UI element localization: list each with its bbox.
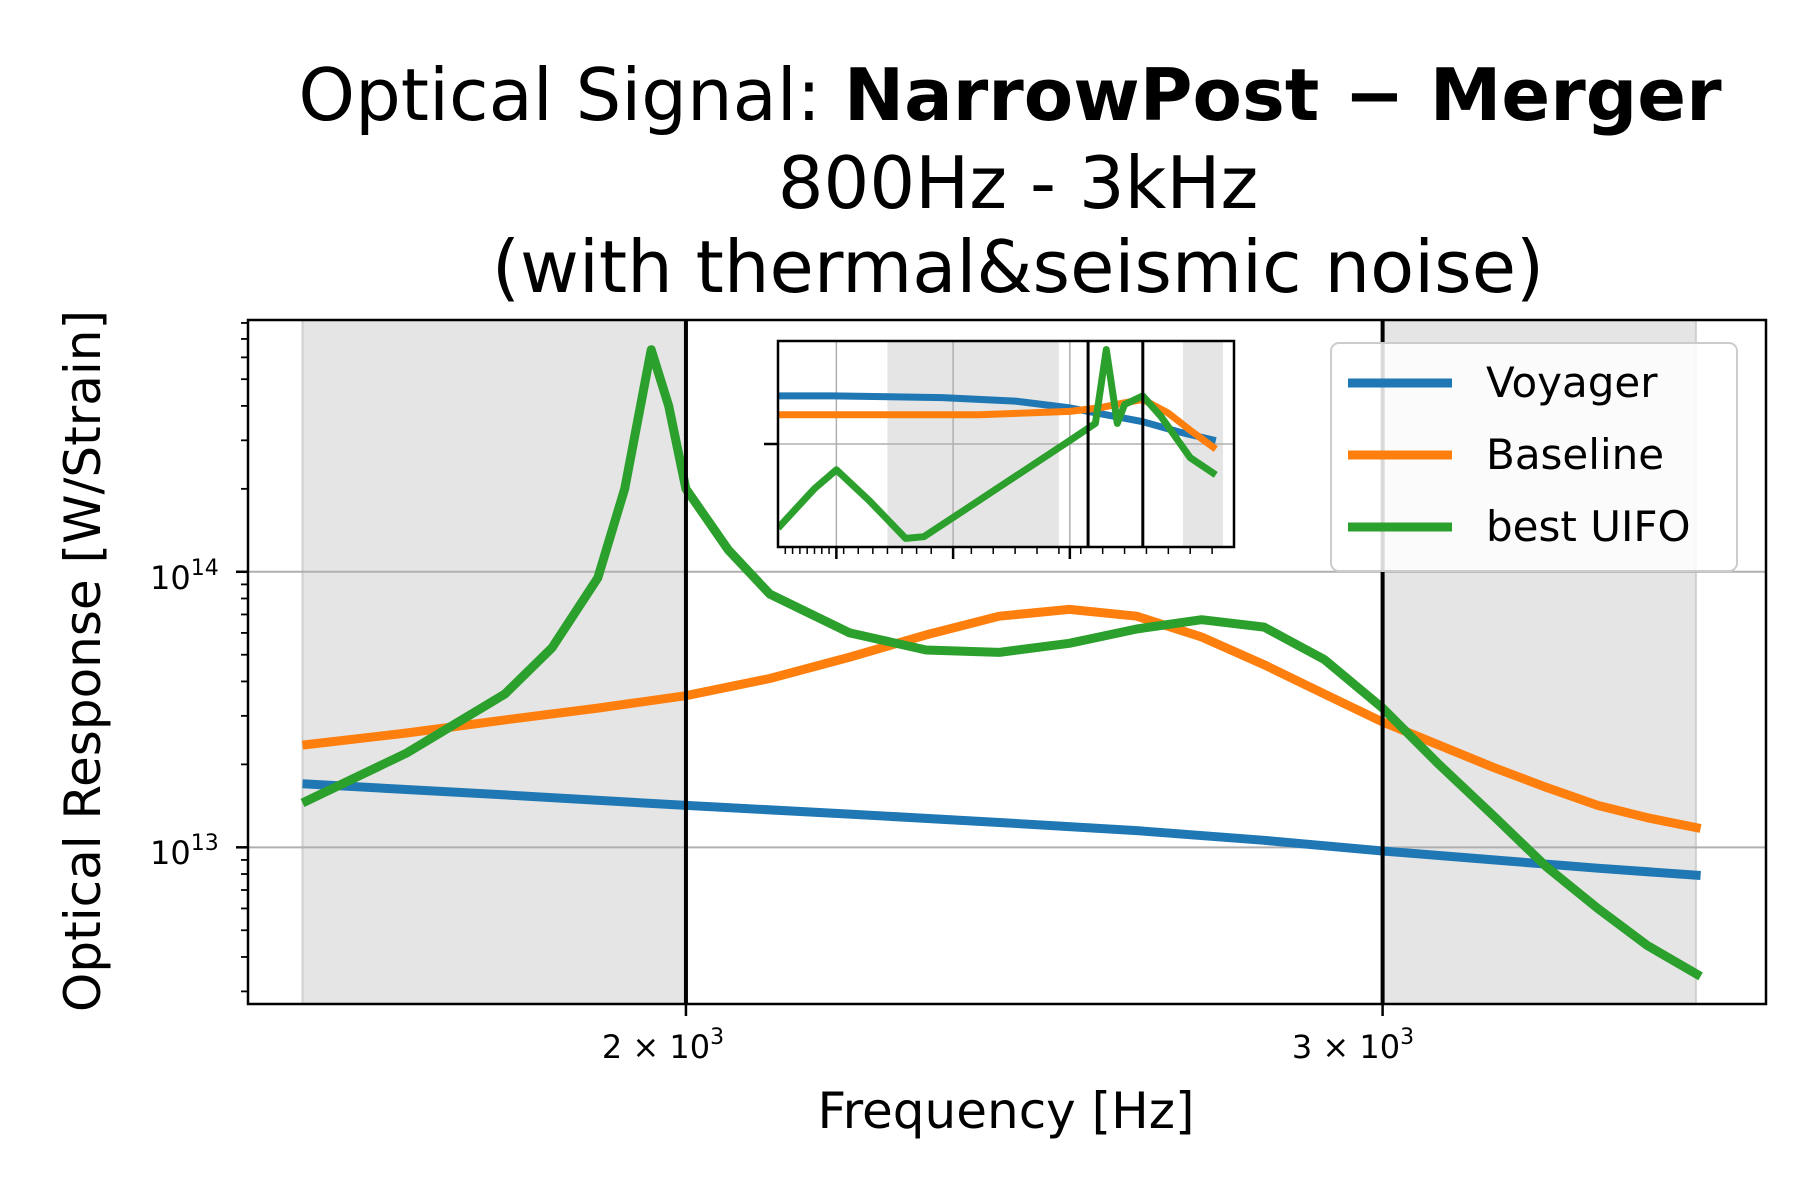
- series-line-best-uifo: [300, 345, 1703, 981]
- series-lines: [300, 345, 1703, 981]
- inset-vertical-lines: [1086, 341, 1145, 547]
- series-line-voyager: [302, 779, 1701, 880]
- x-tick-label-2000: 2 × 103: [602, 1025, 724, 1066]
- y-axis-label: Optical Response [W/Strain]: [54, 310, 112, 1012]
- shaded-region-0: [302, 320, 686, 1004]
- chart-title-bold: NarrowPost − Merger: [844, 53, 1722, 137]
- chart-title-prefix: Optical Signal:: [298, 53, 844, 137]
- chart-title-line2: 800Hz - 3kHz: [778, 141, 1259, 225]
- inset-series-lines: [778, 346, 1218, 542]
- legend-label-baseline: Baseline: [1486, 430, 1664, 479]
- y-tick-label-1e13: 1013: [150, 831, 219, 872]
- legend-label-voyager: Voyager: [1486, 358, 1658, 407]
- legend-box: [1330, 342, 1738, 572]
- legend-label-best-uifo: best UIFO: [1486, 502, 1691, 551]
- inset-series-line-best-uifo: [778, 346, 1218, 542]
- axis-ticks: [236, 322, 1384, 1016]
- chart-title-line1: Optical Signal: NarrowPost − Merger: [298, 53, 1722, 137]
- x-tick-label-3000: 3 × 103: [1292, 1025, 1414, 1066]
- plot-frame: [246, 318, 1768, 1006]
- y-tick-label-1e14: 1014: [150, 556, 219, 597]
- inset-axes: [764, 339, 1236, 559]
- series-line-baseline: [301, 604, 1702, 833]
- tick-labels: 2 × 103 3 × 103 1014 1013: [150, 556, 1414, 1066]
- inset-ticks: [764, 442, 1213, 559]
- legend: Voyager Baseline best UIFO: [1330, 342, 1738, 572]
- x-axis-label: Frequency [Hz]: [817, 1082, 1194, 1140]
- chart-title-line3: (with thermal&seismic noise): [492, 225, 1544, 309]
